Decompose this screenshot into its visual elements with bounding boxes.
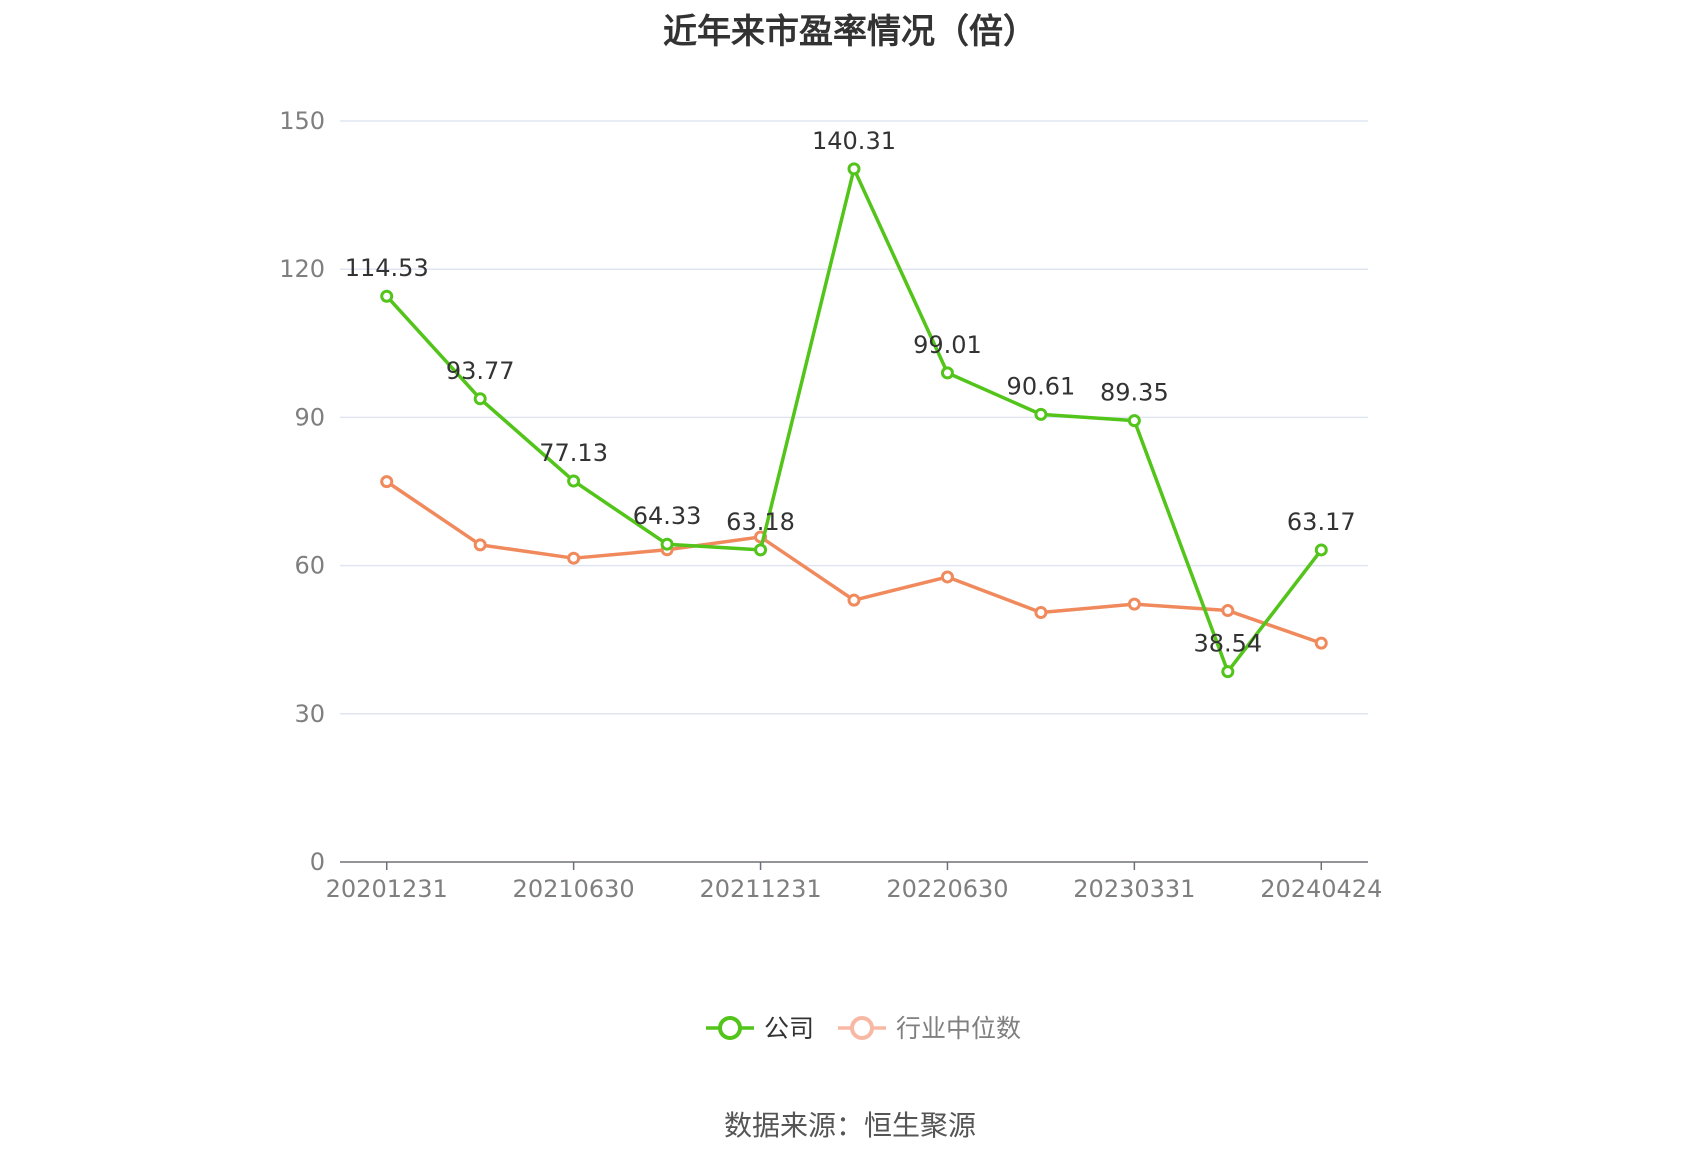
legend-marker <box>850 1016 874 1040</box>
data-label-company: 38.54 <box>1193 630 1262 658</box>
axes: 0 30 60 90 120 150 20201231 20210630 20211231 202… <box>279 107 1382 903</box>
y-tick-label: 0 <box>310 848 325 876</box>
data-point-company <box>660 537 674 551</box>
series-line-industry-median <box>384 479 1324 645</box>
data-point-company <box>567 474 581 488</box>
data-label-company: 89.35 <box>1100 379 1169 407</box>
x-tick-label: 20240424 <box>1260 875 1382 903</box>
data-point-industry-median <box>380 475 394 489</box>
data-label-company: 93.77 <box>446 357 515 385</box>
data-point-company <box>940 366 954 380</box>
y-tick-label: 60 <box>294 552 325 580</box>
data-point-industry-median <box>1221 604 1235 618</box>
data-source-note: 数据来源：恒生聚源 <box>723 1109 976 1142</box>
x-tick-label: 20211231 <box>699 875 821 903</box>
x-tick-label: 20201231 <box>326 875 448 903</box>
grid-lines <box>340 120 1368 715</box>
chart-title: 近年来市盈率情况（倍） <box>663 12 1037 52</box>
data-label-company: 64.33 <box>633 502 702 530</box>
data-label-company: 63.18 <box>726 508 795 536</box>
data-point-company <box>1034 407 1048 421</box>
legend: 公司 行业中位数 <box>706 1014 1021 1043</box>
data-point-industry-median <box>1127 597 1141 611</box>
legend-label: 行业中位数 <box>896 1014 1021 1043</box>
data-point-industry-median <box>473 538 487 552</box>
data-point-company <box>473 392 487 406</box>
data-label-company: 114.53 <box>345 254 429 282</box>
data-point-industry-median <box>1034 606 1048 620</box>
x-tick-label: 20230331 <box>1073 875 1195 903</box>
data-point-company <box>380 289 394 303</box>
data-labels: 114.53 93.77 77.13 64.33 63.18 140.31 99.01 90.… <box>345 127 1356 658</box>
data-point-industry-median <box>940 570 954 584</box>
y-tick-label: 120 <box>279 255 325 283</box>
data-point-industry-median <box>847 593 861 607</box>
data-point-company <box>754 543 768 557</box>
legend-marker <box>718 1016 742 1040</box>
x-tick-label: 20220630 <box>886 875 1008 903</box>
legend-label: 公司 <box>764 1014 814 1043</box>
data-label-company: 77.13 <box>539 439 608 467</box>
y-tick-label: 150 <box>279 107 325 135</box>
data-label-company: 63.17 <box>1287 508 1356 536</box>
data-label-company: 99.01 <box>913 331 982 359</box>
legend-item-company: 公司 <box>706 1014 814 1043</box>
data-point-company <box>1127 414 1141 428</box>
data-point-company <box>847 162 861 176</box>
data-point-company <box>1314 543 1328 557</box>
data-label-company: 90.61 <box>1007 372 1076 400</box>
x-tick-label: 20210630 <box>513 875 635 903</box>
data-point-industry-median <box>567 551 581 565</box>
y-tick-label: 90 <box>294 403 325 431</box>
legend-item-industry-median: 行业中位数 <box>838 1014 1021 1043</box>
data-point-company <box>1221 665 1235 679</box>
y-tick-label: 30 <box>294 700 325 728</box>
data-label-company: 140.31 <box>812 127 896 155</box>
data-point-industry-median <box>1314 636 1328 650</box>
series <box>380 162 1328 679</box>
